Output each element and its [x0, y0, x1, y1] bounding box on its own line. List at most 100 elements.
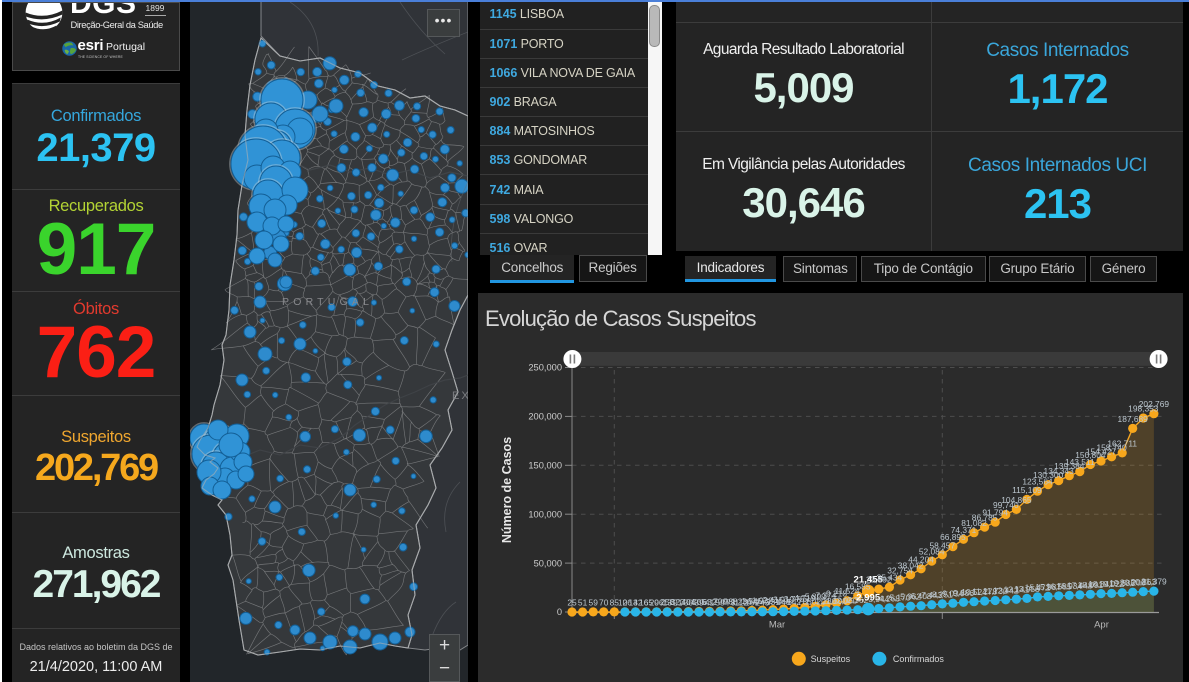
svg-text:86,785: 86,785 [972, 513, 998, 523]
svg-text:187,689: 187,689 [1118, 414, 1149, 424]
svg-text:99,740: 99,740 [993, 500, 1019, 510]
svg-text:3,544: 3,544 [868, 594, 889, 604]
svg-text:1,236: 1,236 [731, 596, 752, 606]
svg-text:32,754: 32,754 [887, 566, 913, 576]
svg-text:13,141: 13,141 [1004, 585, 1030, 595]
svg-text:448: 448 [777, 597, 791, 607]
svg-text:9,886: 9,886 [953, 588, 974, 598]
svg-text:10,524: 10,524 [961, 587, 987, 597]
svg-text:9,034: 9,034 [942, 589, 963, 599]
svg-text:59: 59 [589, 597, 599, 607]
svg-text:1,932: 1,932 [752, 596, 773, 606]
svg-text:11,524: 11,524 [835, 586, 860, 596]
svg-text:143,511: 143,511 [1065, 457, 1095, 467]
svg-text:4: 4 [633, 598, 638, 608]
svg-text:2,362: 2,362 [847, 595, 868, 605]
svg-text:20,863: 20,863 [1130, 577, 1156, 587]
svg-text:2: 2 [623, 598, 628, 608]
svg-text:134,343: 134,343 [1044, 466, 1075, 476]
svg-text:2,415: 2,415 [763, 595, 784, 605]
svg-text:250,000: 250,000 [528, 363, 562, 373]
svg-text:11,278: 11,278 [972, 587, 997, 597]
svg-text:85: 85 [610, 597, 620, 607]
svg-text:EX: EX [452, 390, 468, 402]
svg-text:39: 39 [694, 598, 704, 608]
svg-text:70: 70 [599, 597, 609, 607]
svg-text:785: 785 [798, 597, 812, 607]
svg-text:154,427: 154,427 [1086, 447, 1117, 457]
svg-text:18,841: 18,841 [1088, 579, 1114, 589]
svg-text:13,956: 13,956 [1014, 584, 1040, 594]
svg-text:404: 404 [681, 597, 695, 607]
svg-text:19,685: 19,685 [1109, 578, 1135, 588]
svg-text:130,300: 130,300 [1033, 470, 1064, 480]
svg-text:158,740: 158,740 [1096, 442, 1127, 452]
svg-text:5,899: 5,899 [805, 592, 826, 602]
svg-text:0: 0 [557, 607, 562, 617]
svg-text:4,268: 4,268 [879, 593, 900, 603]
svg-text:2,060: 2,060 [837, 596, 858, 606]
svg-text:13: 13 [663, 598, 673, 608]
svg-text:17,448: 17,448 [1067, 580, 1093, 590]
svg-text:9: 9 [654, 598, 659, 608]
svg-text:59: 59 [715, 597, 725, 607]
svg-text:642: 642 [787, 597, 801, 607]
svg-text:52,084: 52,084 [919, 547, 945, 557]
svg-text:Mar: Mar [769, 620, 785, 631]
svg-text:115,109: 115,109 [1012, 485, 1042, 495]
svg-text:1,545: 1,545 [741, 596, 762, 606]
svg-text:6,408: 6,408 [911, 591, 932, 601]
svg-text:331: 331 [766, 597, 780, 607]
svg-text:1,020: 1,020 [805, 597, 826, 607]
svg-text:3,019: 3,019 [773, 595, 794, 605]
svg-text:7,374: 7,374 [815, 590, 836, 600]
svg-text:206: 206 [650, 597, 664, 607]
svg-text:16,585: 16,585 [845, 581, 871, 591]
svg-text:9,218: 9,218 [826, 589, 847, 599]
svg-text:21: 21 [673, 598, 683, 608]
svg-text:202,769: 202,769 [1139, 399, 1170, 409]
svg-text:15,987: 15,987 [1035, 582, 1061, 592]
svg-text:790: 790 [713, 597, 727, 607]
svg-text:1,600: 1,600 [826, 596, 847, 606]
svg-text:21,455: 21,455 [854, 575, 884, 586]
svg-text:51: 51 [578, 598, 588, 608]
svg-text:988: 988 [724, 597, 738, 607]
svg-text:165: 165 [639, 597, 653, 607]
svg-text:11,730: 11,730 [983, 586, 1008, 596]
svg-text:3,775: 3,775 [784, 594, 805, 604]
svg-text:150,000: 150,000 [528, 461, 562, 471]
svg-text:2,995: 2,995 [856, 593, 881, 604]
svg-text:245: 245 [755, 597, 769, 607]
svg-text:41: 41 [705, 598, 715, 608]
svg-text:19,022: 19,022 [1099, 579, 1125, 589]
svg-text:5,962: 5,962 [900, 592, 921, 602]
svg-text:106: 106 [618, 597, 632, 607]
svg-text:104,865: 104,865 [1001, 495, 1032, 505]
svg-text:Número de Casos: Número de Casos [500, 437, 514, 543]
svg-text:25,434: 25,434 [877, 573, 903, 583]
svg-text:74,371: 74,371 [951, 525, 977, 535]
svg-text:Apr: Apr [1094, 620, 1109, 631]
svg-text:50,000: 50,000 [534, 558, 562, 568]
svg-text:1,280: 1,280 [815, 596, 836, 606]
svg-text:132: 132 [629, 597, 643, 607]
svg-text:162,711: 162,711 [1107, 438, 1137, 448]
svg-text:258: 258 [660, 597, 674, 607]
svg-text:44,204: 44,204 [908, 554, 934, 564]
svg-text:16,585: 16,585 [1046, 581, 1072, 591]
svg-text:198,353: 198,353 [1128, 404, 1159, 414]
svg-text:78: 78 [726, 597, 736, 607]
svg-text:58,457: 58,457 [929, 540, 955, 550]
svg-text:505: 505 [692, 597, 706, 607]
svg-text:21,379: 21,379 [1141, 577, 1167, 587]
svg-text:25: 25 [567, 598, 577, 608]
svg-text:Confirmados: Confirmados [893, 654, 945, 664]
svg-text:81,082: 81,082 [961, 518, 987, 528]
svg-text:15,472: 15,472 [1025, 582, 1051, 592]
svg-text:16,934: 16,934 [1056, 581, 1082, 591]
svg-text:139,384: 139,384 [1054, 461, 1085, 471]
svg-text:100,000: 100,000 [528, 509, 562, 519]
svg-text:66,895: 66,895 [940, 532, 966, 542]
svg-text:30: 30 [684, 598, 694, 608]
